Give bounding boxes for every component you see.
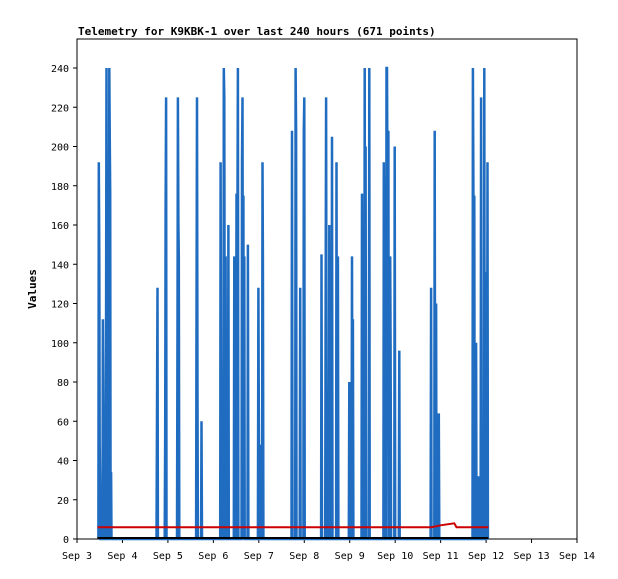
y-axis: 0 20 40 60 80 100 120 140 160 180 200 220 240 (51, 64, 77, 546)
y-tick-label: 200 (51, 143, 69, 154)
x-tick-label: Sep 9 (335, 551, 365, 562)
x-tick-label: Sep 7 (244, 551, 274, 562)
x-tick-label: Sep 3 (62, 551, 92, 562)
y-tick-label: 160 (51, 221, 69, 232)
y-tick-label: 40 (57, 457, 69, 468)
chart-title: Telemetry for K9KBK-1 over last 240 hour… (78, 25, 436, 38)
x-tick-label: Sep 5 (153, 551, 183, 562)
series-line-red (97, 522, 489, 529)
y-tick-label: 240 (51, 64, 69, 75)
x-tick-label: Sep 14 (559, 551, 595, 562)
x-tick-label: Sep 10 (377, 551, 413, 562)
x-tick-label: Sep 8 (289, 551, 319, 562)
x-tick-label: Sep 11 (423, 551, 459, 562)
x-tick-label: Sep 4 (107, 551, 137, 562)
y-tick-label: 180 (51, 182, 69, 193)
y-tick-label: 120 (51, 300, 69, 311)
x-tick-label: Sep 12 (468, 551, 504, 562)
x-tick-label: Sep 13 (513, 551, 549, 562)
y-tick-label: 100 (51, 339, 69, 350)
y-tick-label: 0 (63, 535, 69, 546)
y-tick-label: 140 (51, 260, 69, 271)
x-tick-label: Sep 6 (198, 551, 228, 562)
y-tick-label: 20 (57, 496, 69, 507)
x-axis: Sep 3 Sep 4 Sep 5 Sep 6 Sep 7 Sep 8 Sep 9 Sep 1… (62, 539, 595, 562)
y-axis-label: Values (26, 269, 39, 309)
series-group (97, 66, 490, 541)
y-tick-label: 220 (51, 103, 69, 114)
y-tick-label: 60 (57, 417, 69, 428)
y-tick-label: 80 (57, 378, 69, 389)
